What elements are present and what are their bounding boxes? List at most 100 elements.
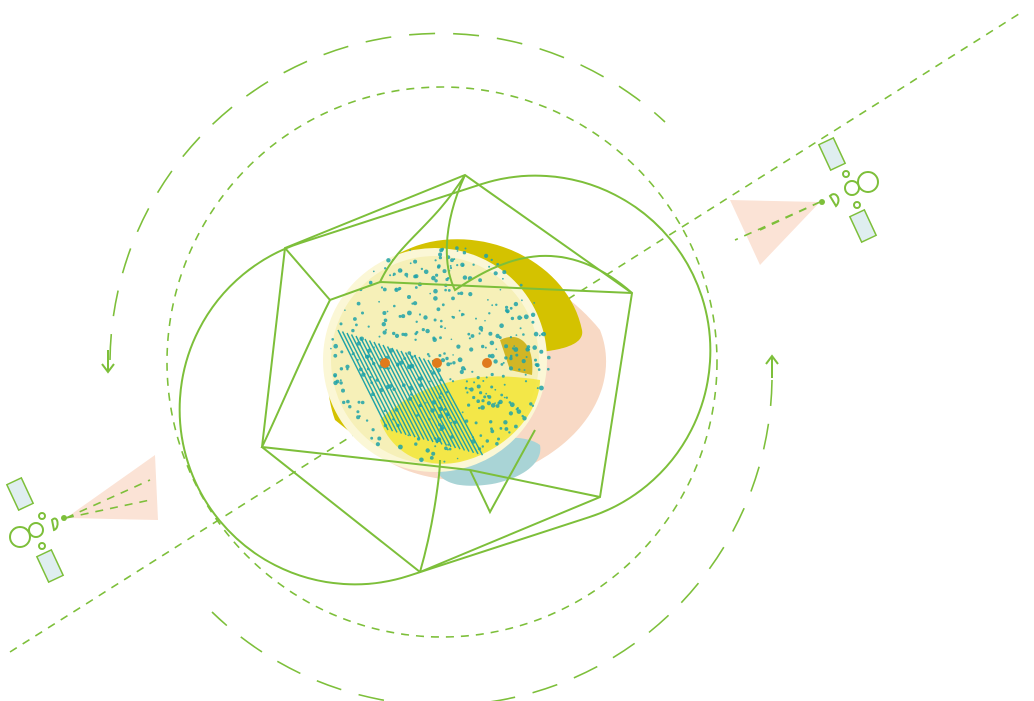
dot xyxy=(488,265,491,268)
dot xyxy=(474,421,478,425)
core-dot xyxy=(380,358,390,368)
dot xyxy=(547,367,550,371)
dot xyxy=(501,374,505,378)
dot xyxy=(425,328,430,334)
dot xyxy=(502,270,507,275)
dot xyxy=(479,391,483,395)
hatch xyxy=(382,344,434,443)
dot xyxy=(451,380,455,383)
dot xyxy=(493,271,498,276)
dot xyxy=(462,275,468,280)
dot xyxy=(490,403,496,408)
dot xyxy=(521,299,523,302)
dot xyxy=(385,328,388,331)
dot xyxy=(367,325,370,328)
dot xyxy=(433,288,438,294)
dot xyxy=(452,354,454,356)
dot xyxy=(439,248,444,253)
dot xyxy=(356,415,361,420)
dot xyxy=(414,286,418,289)
dot xyxy=(489,420,493,424)
dot xyxy=(378,335,381,338)
dot xyxy=(339,322,343,326)
dot xyxy=(425,402,427,404)
dot xyxy=(524,380,528,383)
dot xyxy=(514,424,518,429)
dot xyxy=(472,263,475,266)
dot xyxy=(458,309,461,312)
satellite xyxy=(5,455,158,584)
dot xyxy=(523,369,526,371)
dot xyxy=(452,361,456,365)
hatch xyxy=(350,334,403,434)
dot xyxy=(480,405,485,410)
dot xyxy=(503,420,508,425)
dot xyxy=(540,333,544,336)
inner-orbit xyxy=(166,86,718,638)
dot xyxy=(513,345,515,347)
dot xyxy=(344,309,346,312)
dot xyxy=(495,333,500,339)
dot xyxy=(460,366,466,371)
dot xyxy=(438,256,442,260)
dot xyxy=(519,327,522,330)
dot xyxy=(449,265,452,267)
dot xyxy=(450,258,454,263)
dot xyxy=(414,442,418,446)
dot xyxy=(426,353,430,356)
dot xyxy=(486,401,491,406)
dot xyxy=(401,332,405,336)
dot xyxy=(330,347,332,350)
dot xyxy=(539,385,544,391)
dot xyxy=(509,306,513,310)
dot xyxy=(478,332,481,335)
dot xyxy=(539,334,541,337)
dot xyxy=(515,353,519,357)
dot xyxy=(445,277,449,282)
dot xyxy=(413,259,418,264)
dot xyxy=(371,428,375,432)
dot xyxy=(389,274,392,277)
dot xyxy=(435,273,439,277)
dot xyxy=(524,373,527,376)
dot xyxy=(384,267,387,270)
dot xyxy=(370,436,374,440)
dot xyxy=(490,427,493,431)
dot xyxy=(509,354,513,358)
dot xyxy=(533,302,536,304)
dot xyxy=(416,414,419,417)
dot xyxy=(532,345,537,350)
dot xyxy=(485,392,488,395)
dot xyxy=(456,344,461,349)
dot xyxy=(423,269,429,275)
dot xyxy=(341,388,345,393)
capsule xyxy=(178,174,712,586)
dot xyxy=(484,319,486,322)
dot xyxy=(438,354,442,357)
dot xyxy=(423,315,428,320)
dot xyxy=(409,249,411,252)
core-dot xyxy=(432,358,442,368)
dot xyxy=(445,391,449,394)
dot xyxy=(393,304,396,308)
dot xyxy=(335,379,340,384)
dot xyxy=(441,303,445,307)
dot xyxy=(541,331,546,337)
dot xyxy=(444,446,448,451)
dot xyxy=(381,322,386,327)
dot xyxy=(425,448,430,453)
dot xyxy=(500,363,504,366)
dot xyxy=(481,344,485,349)
dot xyxy=(339,367,344,371)
hatch xyxy=(395,349,448,446)
dot xyxy=(448,447,452,451)
dot xyxy=(380,286,384,289)
core-dot xyxy=(482,358,492,368)
dot xyxy=(531,404,535,407)
dot xyxy=(439,336,442,340)
dot xyxy=(456,457,459,460)
dot xyxy=(333,343,339,349)
dot xyxy=(495,303,498,306)
dot xyxy=(378,300,380,303)
dot xyxy=(494,388,497,391)
